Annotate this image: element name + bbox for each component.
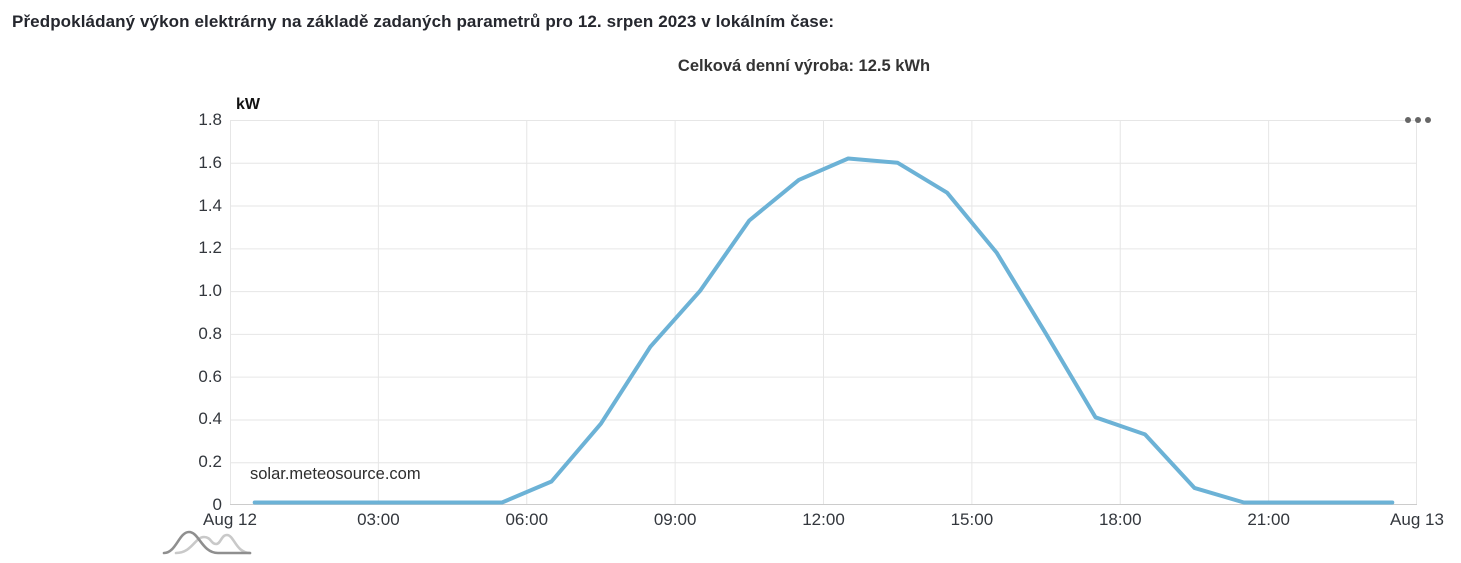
meteosource-waves-logo xyxy=(162,527,252,563)
x-axis-label: 18:00 xyxy=(1098,510,1142,529)
y-axis-label: 1.0 xyxy=(198,281,222,301)
page-title: Předpokládaný výkon elektrárny na základ… xyxy=(12,12,835,31)
y-axis-label: 0.4 xyxy=(198,409,222,429)
y-axis-label: 0.2 xyxy=(198,452,222,472)
ellipsis-icon xyxy=(1405,117,1411,123)
x-axis-label: Aug 12 xyxy=(203,510,257,529)
power-curve-chart xyxy=(230,120,1417,505)
y-axis-label: 1.4 xyxy=(198,195,222,215)
power-output-line[interactable] xyxy=(252,156,1395,505)
y-axis-label: 0 xyxy=(212,495,222,514)
x-axis-label: 03:00 xyxy=(357,510,400,529)
x-axis-label: 21:00 xyxy=(1247,510,1290,529)
x-axis-label: 09:00 xyxy=(653,510,697,529)
y-axis-label: 1.6 xyxy=(198,152,222,172)
plot-area xyxy=(230,120,1417,505)
chart-context-menu-button[interactable] xyxy=(1402,114,1434,126)
y-axis-label: 0.6 xyxy=(198,366,222,386)
y-axis-label: 1.2 xyxy=(198,238,222,258)
watermark-link[interactable]: solar.meteosource.com xyxy=(250,465,421,483)
y-axis-label: 1.8 xyxy=(198,110,222,129)
ellipsis-icon xyxy=(1425,117,1431,123)
x-axis-label: 06:00 xyxy=(505,510,549,529)
x-axis-label: 15:00 xyxy=(950,510,994,529)
y-axis-label: 0.8 xyxy=(198,323,222,343)
x-axis-label: 12:00 xyxy=(802,510,845,529)
x-axis-label: Aug 13 xyxy=(1390,510,1444,529)
y-axis-title: kW xyxy=(236,96,260,113)
ellipsis-icon xyxy=(1415,117,1421,123)
chart-subtitle: Celková denní výroba: 12.5 kWh xyxy=(677,57,931,75)
